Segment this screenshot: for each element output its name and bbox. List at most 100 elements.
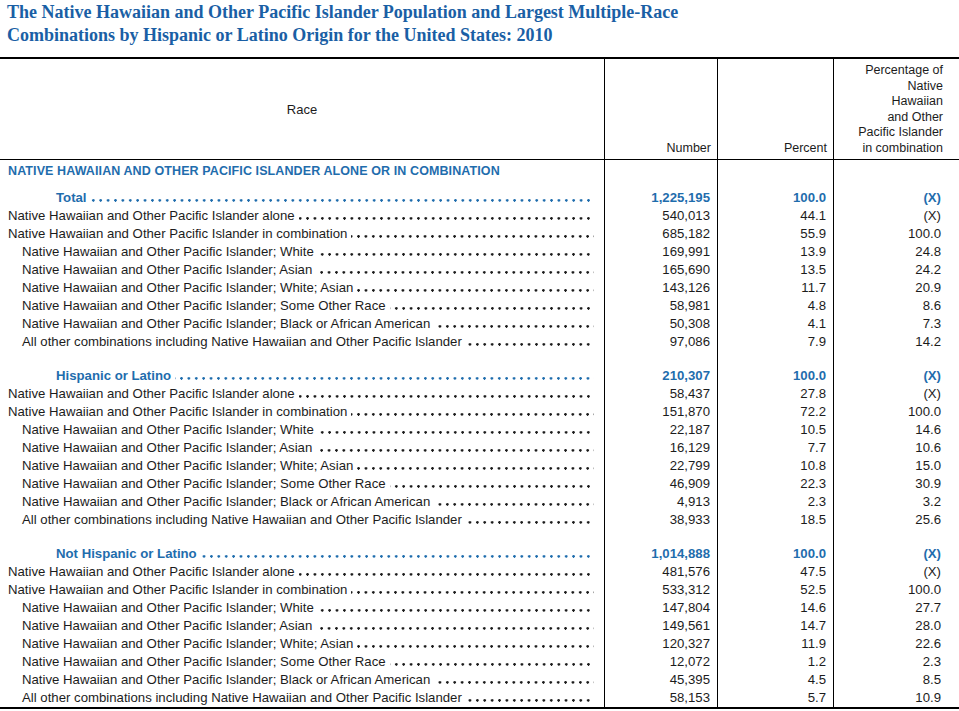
race-label-cell: Native Hawaiian and Other Pacific Island… bbox=[0, 439, 604, 457]
race-label-cell: Native Hawaiian and Other Pacific Island… bbox=[0, 225, 604, 243]
column-header-percent: Percent bbox=[717, 59, 833, 159]
column-divider-cell bbox=[604, 182, 717, 189]
table-row: Native Hawaiian and Other Pacific Island… bbox=[0, 261, 959, 279]
row-label: Native Hawaiian and Other Pacific Island… bbox=[22, 493, 430, 511]
table-row: Native Hawaiian and Other Pacific Island… bbox=[0, 279, 959, 297]
number-cell: 22,799 bbox=[604, 457, 717, 475]
row-label: Native Hawaiian and Other Pacific Island… bbox=[22, 599, 314, 617]
column-header-number: Number bbox=[604, 59, 717, 159]
race-label-cell: Native Hawaiian and Other Pacific Island… bbox=[0, 421, 604, 439]
table-row: Native Hawaiian and Other Pacific Island… bbox=[0, 385, 959, 403]
number-cell: 120,327 bbox=[604, 635, 717, 653]
column-divider-cell bbox=[717, 160, 833, 182]
row-label: Native Hawaiian and Other Pacific Island… bbox=[22, 457, 353, 475]
dot-leader bbox=[91, 199, 594, 203]
table-row: Native Hawaiian and Other Pacific Island… bbox=[0, 671, 959, 689]
table-row: Native Hawaiian and Other Pacific Island… bbox=[0, 599, 959, 617]
percent-cell: 4.5 bbox=[717, 671, 833, 689]
dot-leader bbox=[316, 271, 594, 275]
number-cell: 97,086 bbox=[604, 333, 717, 351]
table-row: Native Hawaiian and Other Pacific Island… bbox=[0, 315, 959, 333]
pct-combination-cell: 24.8 bbox=[833, 243, 959, 261]
dot-leader bbox=[390, 485, 594, 489]
column-divider-cell bbox=[0, 529, 604, 545]
dot-leader bbox=[390, 307, 594, 311]
row-label: Native Hawaiian and Other Pacific Island… bbox=[22, 261, 312, 279]
dot-leader bbox=[318, 609, 594, 613]
dot-leader bbox=[201, 555, 594, 559]
number-cell: 685,182 bbox=[604, 225, 717, 243]
table-row: Hispanic or Latino 210,307 100.0 (X) bbox=[0, 367, 959, 385]
table-row: Native Hawaiian and Other Pacific Island… bbox=[0, 421, 959, 439]
row-label: Native Hawaiian and Other Pacific Island… bbox=[22, 653, 386, 671]
dot-leader bbox=[175, 377, 594, 381]
number-cell: 533,312 bbox=[604, 581, 717, 599]
table-row: Native Hawaiian and Other Pacific Island… bbox=[0, 635, 959, 653]
column-divider-cell bbox=[717, 182, 833, 189]
table-row: Not Hispanic or Latino 1,014,888 100.0 (… bbox=[0, 545, 959, 563]
dot-leader bbox=[434, 325, 594, 329]
table-row: All other combinations including Native … bbox=[0, 689, 959, 707]
row-label: Native Hawaiian and Other Pacific Island… bbox=[8, 581, 347, 599]
race-label-cell: All other combinations including Native … bbox=[0, 689, 604, 707]
dot-leader bbox=[434, 681, 594, 685]
number-cell: 147,804 bbox=[604, 599, 717, 617]
dot-leader bbox=[434, 503, 594, 507]
percent-cell: 13.9 bbox=[717, 243, 833, 261]
pct-combination-cell: 10.9 bbox=[833, 689, 959, 707]
percent-cell: 100.0 bbox=[717, 367, 833, 385]
row-label: Hispanic or Latino bbox=[56, 367, 171, 385]
dot-leader bbox=[316, 627, 594, 631]
table-row: Native Hawaiian and Other Pacific Island… bbox=[0, 653, 959, 671]
table-row: All other combinations including Native … bbox=[0, 511, 959, 529]
race-label-cell: Total bbox=[0, 189, 604, 207]
census-table-page: The Native Hawaiian and Other Pacific Is… bbox=[0, 0, 959, 711]
race-label-cell: Native Hawaiian and Other Pacific Island… bbox=[0, 297, 604, 315]
column-divider-cell bbox=[833, 160, 959, 182]
percent-cell: 47.5 bbox=[717, 563, 833, 581]
race-label-cell: Native Hawaiian and Other Pacific Island… bbox=[0, 599, 604, 617]
percent-cell: 72.2 bbox=[717, 403, 833, 421]
number-cell: 58,153 bbox=[604, 689, 717, 707]
dot-leader bbox=[466, 343, 594, 347]
number-cell: 38,933 bbox=[604, 511, 717, 529]
dot-leader bbox=[351, 235, 594, 239]
dot-leader bbox=[299, 573, 594, 577]
pct-combination-cell: 7.3 bbox=[833, 315, 959, 333]
race-label-cell: Native Hawaiian and Other Pacific Island… bbox=[0, 475, 604, 493]
table-row: Native Hawaiian and Other Pacific Island… bbox=[0, 563, 959, 581]
table-row: Total 1,225,195 100.0 (X) bbox=[0, 189, 959, 207]
table-row: Native Hawaiian and Other Pacific Island… bbox=[0, 581, 959, 599]
percent-cell: 55.9 bbox=[717, 225, 833, 243]
race-label-cell: Hispanic or Latino bbox=[0, 367, 604, 385]
table-row: Native Hawaiian and Other Pacific Island… bbox=[0, 225, 959, 243]
column-divider-cell bbox=[717, 351, 833, 367]
pct-combination-cell: 28.0 bbox=[833, 617, 959, 635]
pct-combination-cell: (X) bbox=[833, 367, 959, 385]
row-label: Native Hawaiian and Other Pacific Island… bbox=[8, 385, 295, 403]
table-row: Native Hawaiian and Other Pacific Island… bbox=[0, 475, 959, 493]
table-header-row: Race Number Percent Percentage of Native… bbox=[0, 59, 959, 160]
race-label-cell: Native Hawaiian and Other Pacific Island… bbox=[0, 261, 604, 279]
number-cell: 143,126 bbox=[604, 279, 717, 297]
race-label-cell: Native Hawaiian and Other Pacific Island… bbox=[0, 671, 604, 689]
pct-combination-cell: 10.6 bbox=[833, 439, 959, 457]
pct-combination-cell: 20.9 bbox=[833, 279, 959, 297]
percent-cell: 10.5 bbox=[717, 421, 833, 439]
group-gap-row bbox=[0, 529, 959, 545]
table-body: Total 1,225,195 100.0 (X) Native Hawaiia… bbox=[0, 182, 959, 707]
dot-leader bbox=[357, 467, 594, 471]
column-header-pct-combination: Percentage of Native Hawaiian and Other … bbox=[833, 59, 959, 159]
race-label-cell: All other combinations including Native … bbox=[0, 511, 604, 529]
row-label: Native Hawaiian and Other Pacific Island… bbox=[8, 563, 295, 581]
percent-cell: 11.9 bbox=[717, 635, 833, 653]
row-label: Native Hawaiian and Other Pacific Island… bbox=[22, 279, 353, 297]
pct-combination-cell: 100.0 bbox=[833, 581, 959, 599]
column-divider-cell bbox=[604, 529, 717, 545]
race-label-cell: Native Hawaiian and Other Pacific Island… bbox=[0, 457, 604, 475]
race-label-cell: Native Hawaiian and Other Pacific Island… bbox=[0, 493, 604, 511]
table-row: Native Hawaiian and Other Pacific Island… bbox=[0, 297, 959, 315]
number-cell: 58,981 bbox=[604, 297, 717, 315]
row-label: Native Hawaiian and Other Pacific Island… bbox=[22, 617, 312, 635]
number-cell: 46,909 bbox=[604, 475, 717, 493]
